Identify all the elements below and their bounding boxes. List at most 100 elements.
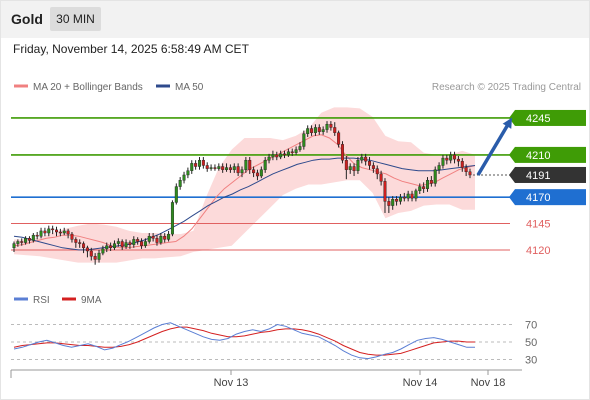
candle-body bbox=[85, 247, 89, 252]
candle-body bbox=[329, 124, 333, 128]
candle-body bbox=[364, 156, 368, 162]
candle-body bbox=[418, 186, 422, 192]
candle-body bbox=[298, 146, 302, 150]
candle-body bbox=[302, 133, 306, 147]
x-axis: Nov 13 Nov 14 Nov 18 bbox=[214, 370, 506, 389]
candle-body bbox=[225, 167, 229, 170]
candle-body bbox=[163, 236, 167, 240]
x-tick-label: Nov 13 bbox=[214, 377, 249, 389]
candle-body bbox=[422, 186, 426, 189]
candle-body bbox=[271, 154, 275, 158]
candle-body bbox=[97, 252, 101, 260]
ma50-legend-label: MA 50 bbox=[175, 82, 204, 93]
copyright-label: Research © 2025 Trading Central bbox=[432, 82, 581, 93]
candle-body bbox=[275, 154, 279, 158]
candle-body bbox=[255, 172, 259, 177]
candle-body bbox=[105, 245, 109, 250]
candle-body bbox=[294, 149, 298, 153]
forecast-arrow bbox=[476, 117, 513, 176]
candle-body bbox=[433, 169, 437, 184]
datetime-label: Friday, November 14, 2025 6:58:49 AM CET bbox=[13, 42, 249, 56]
timeframe-button[interactable]: 30 MIN bbox=[50, 7, 101, 31]
candle-body bbox=[321, 129, 325, 132]
candle-body bbox=[58, 231, 62, 234]
candle-body bbox=[24, 238, 28, 243]
candle-body bbox=[283, 153, 287, 156]
candle-body bbox=[306, 128, 310, 134]
candle-body bbox=[313, 127, 317, 133]
candle-body bbox=[395, 199, 399, 202]
candle-body bbox=[209, 167, 213, 169]
candle-body bbox=[232, 166, 236, 170]
candle-body bbox=[70, 233, 74, 240]
price-pane: 4245 4210 4170 4145 4120 4191 bbox=[11, 107, 586, 265]
candle-body bbox=[383, 181, 387, 202]
candle-body bbox=[78, 242, 82, 244]
level-label-4170: 4170 bbox=[526, 192, 550, 204]
candle-body bbox=[221, 166, 225, 170]
candle-body bbox=[170, 202, 174, 235]
rsi-pane: 70 50 30 bbox=[11, 320, 537, 367]
ma9-line bbox=[13, 326, 475, 356]
level-badge-pointer-4170 bbox=[509, 189, 515, 206]
candle-body bbox=[174, 186, 178, 203]
current-price-label: 4191 bbox=[526, 170, 550, 182]
candle-body bbox=[344, 159, 348, 170]
candle-body bbox=[391, 199, 395, 206]
rsi-line bbox=[13, 322, 475, 360]
candle-body bbox=[51, 228, 55, 231]
candle-body bbox=[155, 238, 159, 243]
candle-body bbox=[429, 180, 433, 184]
candle-body bbox=[406, 193, 410, 199]
candle-body bbox=[197, 159, 201, 167]
candle-body bbox=[468, 171, 472, 176]
ma20-legend-label: MA 20 + Bollinger Bands bbox=[33, 82, 143, 93]
candle-body bbox=[259, 169, 263, 177]
rsi-tick-label: 50 bbox=[525, 337, 537, 349]
candle-body bbox=[414, 190, 418, 199]
candle-body bbox=[16, 241, 20, 244]
candle-body bbox=[116, 241, 120, 244]
x-tick-label: Nov 18 bbox=[471, 377, 506, 389]
candle-body bbox=[109, 245, 113, 249]
candle-body bbox=[132, 239, 136, 245]
candle-body bbox=[228, 167, 232, 170]
candle-body bbox=[20, 241, 24, 243]
candle-body bbox=[62, 230, 66, 234]
instrument-title: Gold bbox=[11, 11, 43, 27]
candle-body bbox=[402, 196, 406, 199]
level-badge-4170 bbox=[515, 189, 586, 206]
level-label-4120: 4120 bbox=[526, 245, 550, 257]
candle-body bbox=[43, 230, 47, 234]
candle-body bbox=[140, 241, 144, 246]
candle-body bbox=[159, 236, 163, 243]
candle-body bbox=[101, 248, 105, 254]
candle-body bbox=[213, 167, 217, 169]
candle-body bbox=[375, 168, 379, 175]
candle-body bbox=[124, 242, 128, 247]
candle-body bbox=[31, 234, 35, 241]
candle-body bbox=[112, 243, 116, 249]
candle-body bbox=[12, 243, 16, 249]
candle-body bbox=[47, 228, 51, 234]
candle-body bbox=[317, 127, 321, 132]
candle-body bbox=[379, 173, 383, 182]
level-badge-4245 bbox=[515, 109, 586, 126]
candle-body bbox=[356, 159, 360, 171]
candle-body bbox=[310, 128, 314, 133]
candle-body bbox=[340, 144, 344, 161]
candle-body bbox=[286, 151, 290, 156]
ma9-legend-label: 9MA bbox=[81, 295, 102, 306]
candle-body bbox=[263, 159, 267, 170]
bollinger-band bbox=[14, 107, 475, 263]
candle-body bbox=[445, 157, 449, 161]
candle-body bbox=[387, 201, 391, 206]
candle-body bbox=[178, 180, 182, 187]
candle-body bbox=[186, 170, 190, 176]
level-badge-4210 bbox=[515, 146, 586, 163]
candle-body bbox=[460, 161, 464, 168]
candle-body bbox=[360, 156, 364, 161]
candle-body bbox=[74, 239, 78, 243]
candle-body bbox=[167, 233, 171, 240]
